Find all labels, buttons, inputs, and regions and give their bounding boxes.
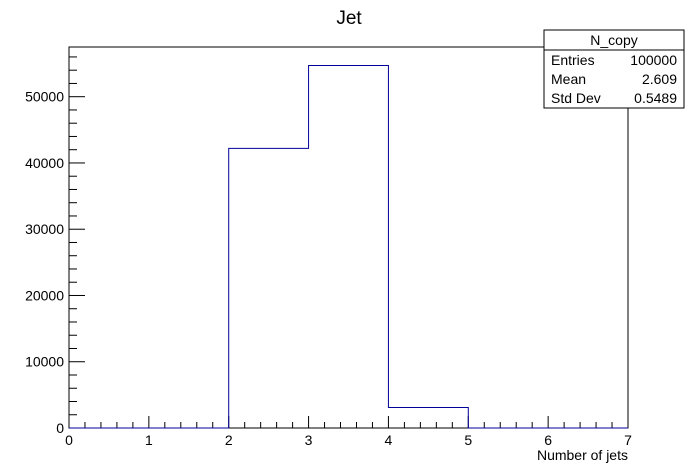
y-tick-label: 40000 (25, 155, 64, 171)
x-tick-label: 7 (624, 432, 632, 448)
stats-std-label: Std Dev (551, 90, 601, 106)
histogram-bin (229, 148, 309, 428)
x-axis: 0 1 2 3 4 5 6 7 (65, 416, 632, 448)
chart-title: Jet (336, 8, 362, 29)
stats-mean-label: Mean (551, 71, 586, 87)
x-axis-label: Number of jets (537, 447, 628, 463)
stats-mean-value: 2.609 (642, 71, 677, 87)
stats-entries-label: Entries (551, 52, 595, 68)
x-tick-label: 5 (464, 432, 472, 448)
stats-box-frame (543, 29, 685, 109)
stats-box-title: N_copy (590, 32, 637, 48)
y-tick-label: 20000 (25, 287, 64, 303)
stats-entries-value: 100000 (630, 52, 677, 68)
stats-std-value: 0.5489 (634, 90, 677, 106)
y-tick-label: 0 (56, 420, 64, 436)
y-tick-label: 30000 (25, 221, 64, 237)
x-tick-label: 4 (385, 432, 393, 448)
x-tick-label: 0 (65, 432, 73, 448)
x-tick-label: 6 (544, 432, 552, 448)
y-tick-label: 50000 (25, 89, 64, 105)
x-tick-label: 2 (225, 432, 233, 448)
stats-box: N_copy Entries 100000 Mean 2.609 Std Dev… (543, 29, 685, 109)
plot-frame (68, 46, 629, 429)
histogram-bin (309, 66, 389, 428)
x-tick-label: 1 (145, 432, 153, 448)
y-tick-label: 10000 (25, 354, 64, 370)
histogram-outline (69, 65, 628, 429)
y-axis: 0 10000 20000 30000 40000 50000 (25, 56, 85, 436)
histogram-bars (229, 66, 469, 428)
x-tick-label: 3 (305, 432, 313, 448)
histogram-bin (388, 407, 468, 428)
